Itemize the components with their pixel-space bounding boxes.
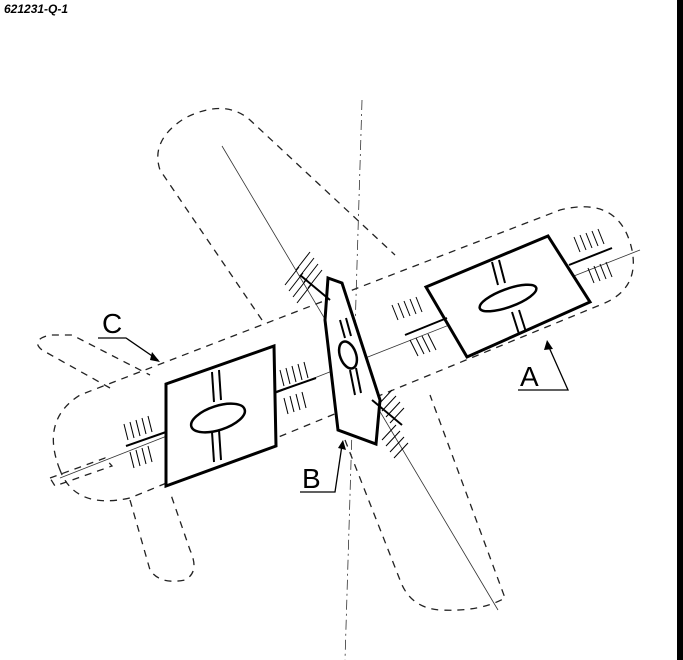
edge-bar xyxy=(677,0,683,660)
label-leaders xyxy=(98,337,570,493)
gimbal-b xyxy=(284,251,409,459)
label-b: B xyxy=(302,463,321,494)
label-a: A xyxy=(520,361,539,392)
aircraft-outline xyxy=(36,107,634,611)
figure-id: 621231-Q-1 xyxy=(4,2,69,16)
gimbal-a xyxy=(391,228,613,359)
label-c: C xyxy=(102,308,122,339)
gimbal-c xyxy=(123,343,317,489)
